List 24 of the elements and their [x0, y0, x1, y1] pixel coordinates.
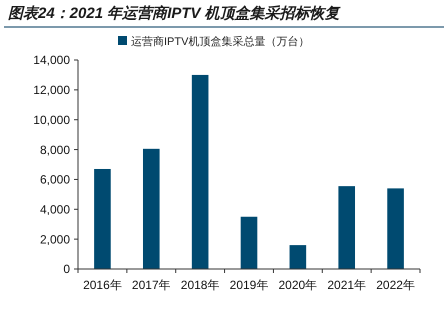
y-tick-label: 2,000	[40, 232, 70, 246]
x-tick-label: 2017年	[132, 278, 171, 292]
bar	[387, 188, 404, 269]
y-tick-label: 14,000	[33, 53, 70, 68]
y-tick-label: 12,000	[33, 83, 70, 98]
x-tick-label: 2021年	[327, 278, 366, 292]
bar	[94, 168, 111, 269]
bar	[240, 216, 258, 269]
y-tick-label: 6,000	[40, 172, 70, 187]
x-tick-label: 2016年	[83, 278, 122, 292]
y-tick-label: 4,000	[40, 202, 70, 216]
bar	[142, 148, 160, 269]
bar	[192, 74, 208, 269]
legend-label: 运营商IPTV机顶盒集采总量（万台）	[131, 35, 310, 48]
bar	[338, 186, 356, 269]
x-tick-label: 2019年	[230, 278, 268, 292]
bar	[290, 245, 306, 269]
x-tick-label: 2018年	[180, 278, 220, 292]
chart-title: 图表24：2021 年运营商IPTV 机顶盒集采招标恢复	[8, 4, 342, 22]
y-tick-label: 10,000	[33, 112, 70, 127]
x-tick-label: 2020年	[278, 278, 318, 292]
y-tick-label: 0	[63, 262, 70, 276]
y-tick-label: 8,000	[40, 142, 70, 157]
x-tick-label: 2022年	[376, 278, 415, 292]
